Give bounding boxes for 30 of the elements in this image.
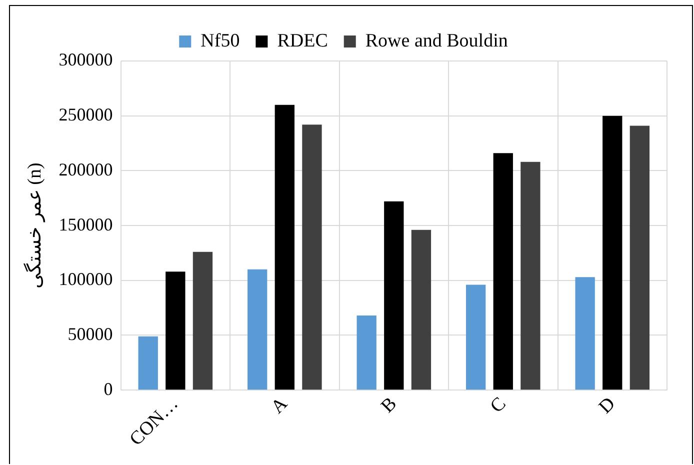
bar xyxy=(602,116,622,390)
bar xyxy=(302,124,322,390)
bar xyxy=(384,201,404,390)
bar xyxy=(248,269,268,390)
bar xyxy=(575,277,595,390)
x-tick-label: A xyxy=(267,393,292,418)
y-tick-label: 150000 xyxy=(58,214,113,234)
bar xyxy=(356,315,376,390)
bar xyxy=(166,272,186,390)
legend-label: Rowe and Bouldin xyxy=(365,30,508,52)
bar xyxy=(411,230,432,390)
bar xyxy=(630,126,650,390)
y-tick-label: 250000 xyxy=(58,104,113,125)
y-tick-label: 50000 xyxy=(68,324,113,344)
x-tick-label: D xyxy=(594,393,620,418)
y-tick-label: 200000 xyxy=(58,159,113,180)
bar xyxy=(520,162,540,390)
bar xyxy=(138,336,158,390)
bar xyxy=(493,153,513,390)
bar xyxy=(192,252,213,390)
x-tick-label: B xyxy=(377,393,401,418)
y-tick-label: 100000 xyxy=(58,269,113,290)
y-tick-label: 0 xyxy=(104,378,113,399)
legend-label: Nf50 xyxy=(200,30,240,52)
bar xyxy=(466,284,486,390)
legend-label: RDEC xyxy=(277,30,328,52)
y-axis-title: عمر خستگی (n) xyxy=(22,162,46,288)
bar xyxy=(274,104,294,390)
x-tick-label: C xyxy=(486,393,510,418)
y-tick-label: 300000 xyxy=(58,50,113,70)
